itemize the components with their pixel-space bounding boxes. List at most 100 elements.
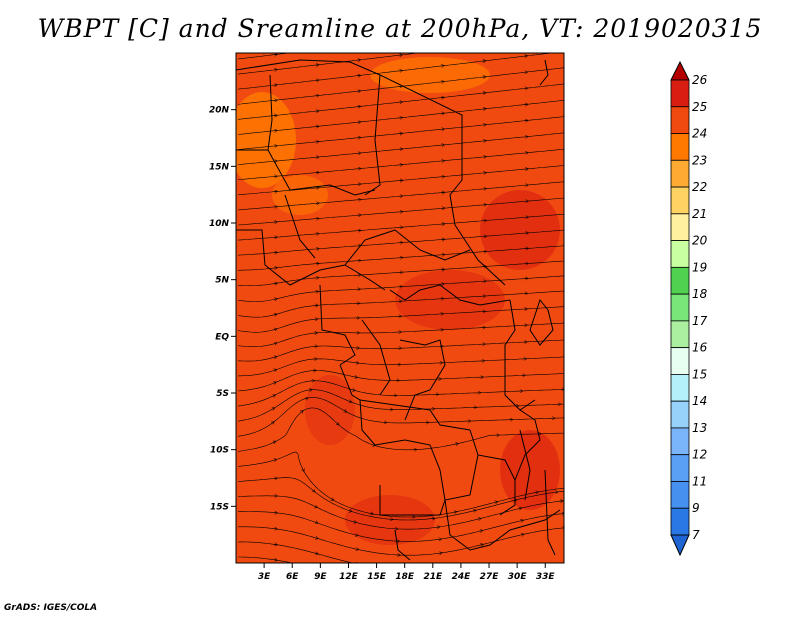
streamline-arrow — [271, 422, 273, 424]
streamline-arrow — [314, 522, 318, 523]
colorbar-box — [670, 213, 690, 241]
streamline-arrow — [273, 460, 276, 461]
colorbar-box — [670, 454, 690, 482]
colorbar-label: 18 — [692, 287, 708, 301]
colorbar-box — [670, 374, 690, 402]
streamline — [237, 339, 564, 362]
streamline-arrow — [454, 444, 458, 445]
streamline-arrow — [369, 513, 373, 514]
lat-tick-label: 15N — [209, 162, 230, 172]
streamline-arrow — [438, 553, 442, 554]
streamline-arrow — [273, 560, 277, 561]
streamline-arrow — [371, 445, 375, 446]
streamline-arrow — [301, 411, 303, 413]
streamline — [237, 53, 291, 60]
streamline — [237, 380, 564, 407]
lon-tick-label: 24E — [452, 572, 472, 582]
streamline-arrow — [304, 398, 308, 399]
streamline-arrow — [272, 408, 275, 410]
streamline — [237, 407, 564, 452]
streamline-arrow — [354, 535, 358, 536]
wbpt-warmer-region — [480, 190, 560, 270]
country-borders — [236, 59, 561, 561]
streamline — [237, 451, 564, 518]
colorbar-label: 12 — [692, 448, 707, 462]
lon-tick-label: 15E — [367, 572, 387, 582]
colorbar-box — [670, 320, 690, 349]
streamline — [237, 389, 564, 422]
streamline-arrow — [348, 401, 352, 402]
colorbar-box — [670, 266, 690, 295]
colorbar-box — [670, 240, 690, 268]
streamline-arrow — [479, 531, 482, 532]
streamline-arrow — [356, 564, 359, 565]
colorbar-label: 21 — [692, 207, 707, 221]
streamline-arrow — [520, 534, 524, 535]
lon-tick-label: 33E — [536, 572, 556, 582]
colorbar-label: 24 — [692, 127, 707, 141]
streamline-arrow — [518, 508, 521, 509]
colorbar-label: 9 — [692, 501, 700, 515]
colorbar-label: 25 — [692, 100, 707, 114]
colorbar-box — [670, 133, 690, 161]
lat-tick-label: 5S — [216, 389, 229, 399]
grads-credit: GrADS: IGES/COLA — [4, 603, 98, 613]
colorbar-box — [670, 347, 690, 375]
colorbar-box — [670, 293, 690, 322]
map-title: WBPT [C] and Sreamline at 200hPa, VT: 20… — [37, 14, 763, 43]
colorbar-box — [670, 507, 690, 536]
lon-tick-label: 18E — [395, 572, 415, 582]
colorbar-box — [670, 186, 690, 215]
map-panel — [235, 52, 565, 565]
lat-tick-label: 10S — [210, 446, 229, 456]
colorbar-label: 17 — [692, 314, 708, 328]
streamline — [237, 356, 564, 377]
wbpt-cooler-region — [370, 57, 490, 93]
streamline-arrow — [477, 519, 481, 520]
map-frame — [235, 52, 565, 564]
wbpt-warmer-region — [395, 270, 505, 330]
streamline-arrow — [273, 329, 277, 330]
lon-tick-label: 27E — [480, 572, 500, 582]
streamline-arrow — [273, 395, 276, 396]
streamline-arrow — [519, 520, 523, 521]
colorbar-box — [670, 481, 690, 509]
streamline-arrow — [354, 377, 357, 378]
streamline — [237, 53, 554, 90]
wbpt-warmer-region — [305, 375, 355, 445]
wbpt-cooler-region — [236, 92, 296, 188]
streamline-arrow — [273, 442, 276, 443]
streamline-arrow — [273, 370, 277, 371]
colorbar-low-arrow — [670, 534, 690, 557]
lon-tick-label: 6E — [286, 572, 299, 582]
streamlines — [237, 53, 564, 565]
streamline — [237, 397, 564, 437]
streamline-arrow — [273, 314, 277, 315]
streamline — [237, 370, 564, 392]
streamline — [237, 477, 564, 521]
colorbar-box — [670, 106, 690, 134]
colorbar-label: 15 — [692, 367, 707, 381]
streamline-arrow — [494, 502, 497, 503]
colorbar-label: 22 — [692, 180, 707, 194]
streamline-arrow — [351, 390, 355, 391]
streamline-arrow — [336, 423, 338, 425]
lon-tick-label: 3E — [258, 572, 271, 582]
streamline-arrow — [303, 468, 304, 471]
streamline-arrow — [273, 357, 277, 358]
colorbar-label: 13 — [692, 421, 707, 435]
lon-tick-label: 12E — [339, 572, 359, 582]
lon-tick-label: 21E — [423, 572, 443, 582]
color-legend: 7 9 11 12 13 14 15 16 17 18 19 20 21 22 23 24 25 26 — [670, 60, 708, 557]
streamline-arrow — [314, 538, 318, 539]
streamline-arrow — [273, 283, 277, 284]
wbpt-warmer-region — [345, 495, 435, 545]
streamline-arrow — [273, 299, 277, 300]
colorbar-label: 7 — [692, 528, 700, 542]
streamline-arrow — [314, 553, 318, 554]
streamline — [237, 495, 564, 530]
colorbar-label: 11 — [692, 474, 707, 488]
streamline-arrow — [331, 499, 334, 501]
colorbar-label: 20 — [692, 234, 708, 248]
colorbar-label: 16 — [692, 341, 708, 355]
